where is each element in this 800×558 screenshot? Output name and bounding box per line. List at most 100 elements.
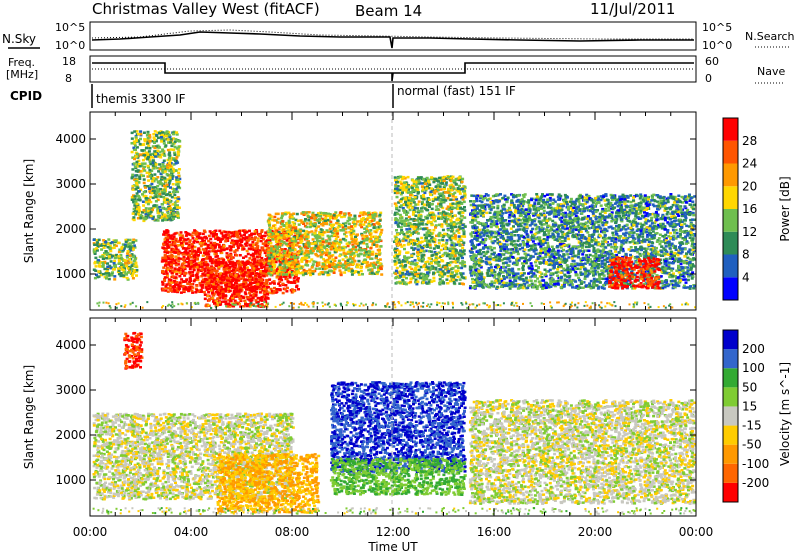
power-cell: [172, 270, 175, 273]
power-cell: [371, 253, 374, 256]
power-cell: [319, 215, 322, 218]
power-cell: [126, 277, 129, 280]
power-cell: [136, 153, 139, 156]
power-cell: [170, 256, 173, 259]
power-cell: [273, 253, 276, 256]
power-cell: [166, 251, 169, 254]
power-cell: [147, 203, 150, 206]
power-cell: [458, 204, 461, 207]
power-cell: [113, 275, 116, 278]
power-cell: [222, 249, 225, 252]
power-cell: [403, 248, 406, 251]
power-cell: [273, 235, 276, 238]
power-cell: [164, 276, 167, 279]
power-cell: [177, 151, 180, 154]
power-cell: [297, 220, 300, 223]
power-cell: [175, 183, 178, 186]
power-cell: [454, 226, 457, 229]
power-cell: [205, 261, 208, 264]
power-cell: [147, 165, 150, 168]
power-cell: [250, 233, 253, 236]
power-cell: [107, 246, 110, 249]
power-cell: [371, 251, 374, 254]
power-cell: [160, 140, 163, 143]
power-cell: [359, 267, 362, 270]
power-cell: [257, 297, 260, 300]
power-cell: [380, 273, 383, 276]
power-cell: [150, 215, 153, 218]
power-cell: [357, 260, 360, 263]
power-cell: [298, 250, 301, 253]
power-cell: [223, 268, 226, 271]
power-cell: [168, 180, 171, 183]
power-cell: [273, 266, 276, 269]
power-cell: [237, 240, 240, 243]
power-cell: [169, 201, 172, 204]
power-cell: [354, 236, 357, 239]
power-cell: [259, 251, 262, 254]
power-cell: [129, 242, 132, 245]
power-cell: [152, 177, 155, 180]
power-cell: [215, 282, 218, 285]
power-cell: [202, 233, 205, 236]
power-cell: [294, 259, 297, 262]
power-cell: [132, 212, 135, 215]
power-cell: [163, 280, 166, 283]
power-cell: [304, 218, 307, 221]
power-cell: [165, 135, 168, 138]
power-cell: [154, 153, 157, 156]
power-cell: [139, 153, 142, 156]
power-cell: [181, 263, 184, 266]
power-cell: [126, 252, 129, 255]
beam-title: Beam 14: [355, 2, 422, 20]
power-cell: [370, 236, 373, 239]
power-cell: [287, 280, 290, 283]
power-cell: [138, 176, 141, 179]
power-cell: [136, 203, 139, 206]
power-cell: [189, 239, 192, 242]
power-cell: [172, 157, 175, 160]
power-cell: [248, 230, 251, 233]
power-cell: [185, 279, 188, 282]
power-cell: [318, 218, 321, 221]
power-cell: [276, 288, 279, 291]
power-cell: [442, 229, 445, 232]
power-cell: [279, 277, 282, 280]
power-cell: [343, 252, 346, 255]
power-cell: [292, 231, 295, 234]
power-cell: [308, 231, 311, 234]
power-cell: [398, 261, 401, 264]
power-cell: [458, 226, 461, 229]
power-cell: [267, 237, 270, 240]
power-cell: [463, 216, 466, 219]
power-cell: [280, 254, 283, 257]
power-cell: [265, 281, 268, 284]
power-cell: [247, 269, 250, 272]
power-cell: [255, 299, 258, 302]
power-cell: [433, 247, 436, 250]
power-cell: [306, 222, 309, 225]
power-cell: [342, 238, 345, 241]
power-cell: [147, 179, 150, 182]
power-cell: [210, 260, 213, 263]
power-cell: [185, 242, 188, 245]
power-cell: [208, 256, 211, 258]
power-cell: [312, 250, 315, 253]
power-cell: [200, 290, 203, 293]
power-cell: [318, 236, 321, 239]
power-cell: [272, 260, 275, 263]
power-cell: [135, 274, 138, 277]
power-cell: [380, 229, 383, 232]
power-cell: [133, 158, 136, 161]
power-cell: [431, 208, 434, 211]
power-cell: [317, 225, 320, 228]
power-cell: [328, 252, 331, 255]
power-cell: [353, 240, 356, 243]
power-cell: [168, 151, 171, 154]
power-cell: [155, 178, 158, 181]
power-cell: [164, 170, 167, 173]
power-cell: [111, 271, 114, 274]
power-cell: [253, 233, 256, 236]
power-cell: [273, 248, 276, 251]
power-cell: [127, 271, 130, 274]
